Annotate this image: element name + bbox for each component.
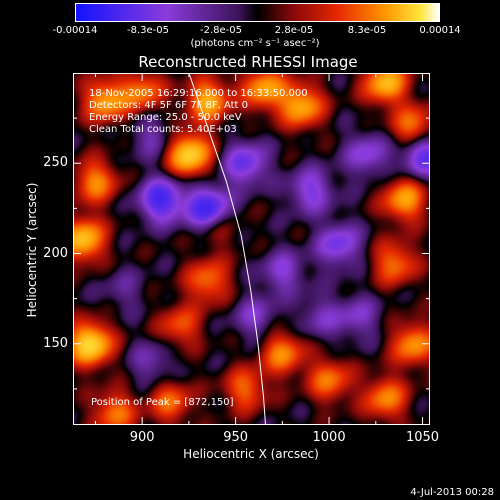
plot-area: 18-Nov-2005 16:29:16.000 to 16:33:50.000… — [73, 73, 430, 425]
y-tick-label: 150 — [43, 335, 68, 351]
colorbar-units: (photons cm⁻² s⁻¹ asec⁻²) — [190, 38, 320, 49]
peak-position-label: Position of Peak = [872,150] — [91, 397, 234, 408]
heatmap-image — [73, 73, 430, 425]
colorbar-tick-label: 8.3e-05 — [347, 25, 387, 36]
x-tick-label: 1050 — [405, 430, 440, 445]
annotation-clean-counts: Clean Total counts: 5.40E+03 — [89, 124, 237, 135]
y-tick-marks — [73, 73, 430, 390]
plot-border — [73, 73, 430, 425]
y-axis-label: Heliocentric Y (arcsec) — [25, 182, 39, 318]
x-tick-label: 900 — [129, 430, 155, 445]
annotation-time-range: 18-Nov-2005 16:29:16.000 to 16:33:50.000 — [89, 88, 308, 99]
solar-limb-line — [188, 73, 266, 425]
x-tick-label: 950 — [223, 430, 249, 445]
plot-overlay — [73, 73, 430, 425]
x-tick-label: 1000 — [312, 430, 346, 445]
chart-title: Reconstructed RHESSI Image — [138, 53, 358, 71]
colorbar-tick-label: -8.3e-05 — [127, 25, 169, 36]
y-tick-label: 200 — [43, 245, 68, 261]
annotation-energy-range: Energy Range: 25.0 - 50.0 keV — [89, 112, 242, 123]
colorbar — [75, 3, 440, 22]
colorbar-gradient — [76, 4, 439, 21]
colorbar-tick-label: -0.00014 — [52, 25, 98, 36]
y-tick-label: 250 — [43, 155, 68, 171]
footer-date: 4-Jul-2013 00:28 — [410, 487, 494, 498]
colorbar-tick-label: 0.00014 — [419, 25, 461, 36]
x-axis-label: Heliocentric X (arcsec) — [183, 447, 319, 461]
colorbar-tick-label: 2.8e-05 — [274, 25, 314, 36]
x-tick-marks — [94, 73, 424, 425]
colorbar-tick-label: -2.8e-05 — [200, 25, 242, 36]
annotation-detectors: Detectors: 4F 5F 6F 7F 8F, Att 0 — [89, 100, 249, 111]
